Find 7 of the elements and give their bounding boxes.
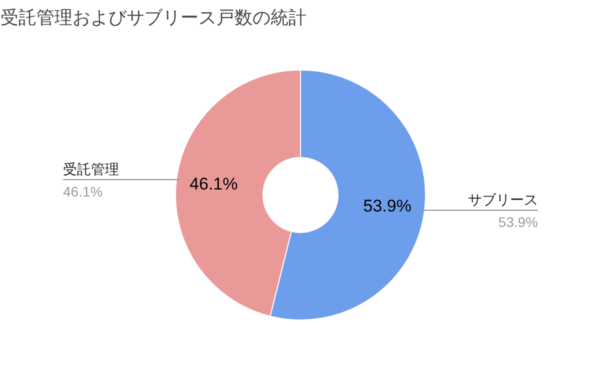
data-label: 46.1%: [190, 174, 238, 194]
text: 53.9%: [498, 214, 538, 230]
text: 46.1%: [63, 183, 103, 200]
chart-title: 受託管理およびサブリース戸数の統計: [0, 8, 306, 28]
slice-label: サブリース: [468, 192, 538, 208]
data-label: 53.9%: [363, 196, 412, 216]
slice-label: 受託管理: [63, 161, 119, 178]
